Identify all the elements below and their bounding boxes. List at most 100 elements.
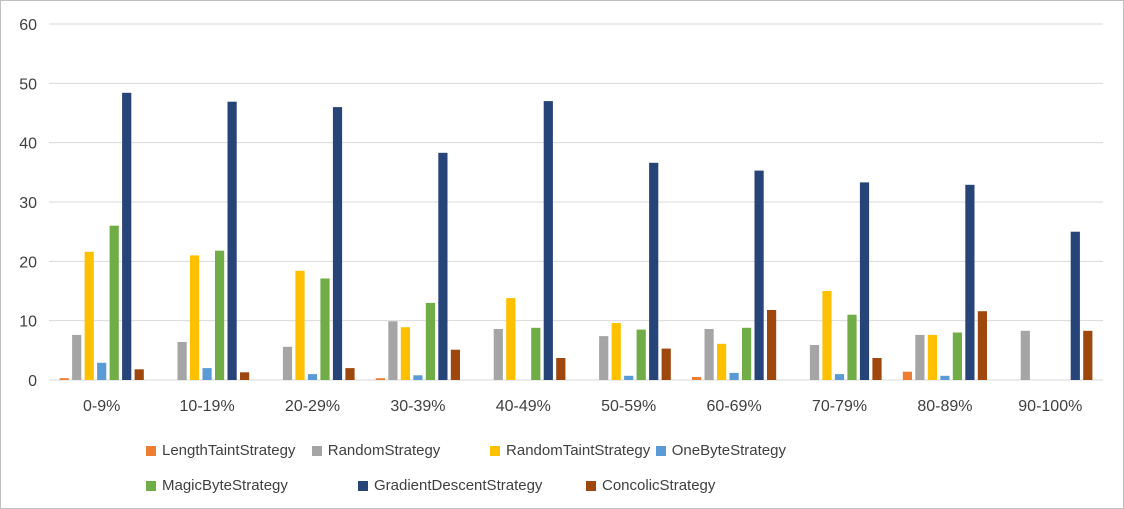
bar [307,374,318,380]
legend-item-magic-byte: MagicByteStrategy [146,477,358,494]
x-tick-label: 20-29% [285,398,340,415]
bar [767,310,777,380]
y-tick-label: 50 [19,76,37,93]
legend-swatch [146,480,156,491]
legend-item-random-taint: RandomTaintStrategy [490,442,656,459]
y-tick-label: 0 [28,373,37,390]
y-tick-label: 10 [19,314,37,331]
y-tick-label: 20 [19,254,37,271]
bar [872,358,882,380]
x-tick-label: 50-59% [601,398,656,415]
bar [450,349,460,380]
bar [202,368,212,380]
y-tick-label: 30 [19,195,37,212]
bar [506,298,516,380]
x-tick-label: 70-79% [812,398,867,415]
legend-row-1: LengthTaintStrategy RandomStrategy Rando… [146,433,786,468]
x-axis-tick-labels: 0-9% 10-19% 20-29% 30-39% 40-49% 50-59% 60-69%… [83,398,1082,415]
bar [847,314,857,380]
bar [636,329,646,380]
bar [59,378,69,380]
legend-swatch [358,480,368,491]
legend-label: RandomStrategy [327,442,441,459]
bar [375,378,385,380]
x-tick-label: 80-89% [917,398,972,415]
bar [822,291,832,380]
bar [388,321,398,380]
bar [902,371,912,380]
legend-label: OneByteStrategy [671,442,786,459]
x-tick-label: 60-69% [707,398,762,415]
bar [1083,330,1093,380]
bar [1070,231,1080,380]
bar [717,343,727,380]
bar-chart: 0 10 20 30 40 50 60 0-9% 10-19% 20-29% 30-39% 40-4… [19,17,1103,415]
legend-swatch [146,445,156,456]
bar [940,375,950,380]
x-tick-label: 30-39% [390,398,445,415]
bar [177,342,187,380]
x-tick-label: 10-19% [180,398,235,415]
bar [834,374,845,380]
legend-label: ConcolicStrategy [602,477,716,494]
bar [661,348,671,380]
bar [977,311,987,380]
bar [729,372,739,380]
bar [84,251,94,380]
bar [915,334,925,380]
bar [122,92,132,381]
legend-item-length-taint: LengthTaintStrategy [146,442,312,459]
x-tick-label: 40-49% [496,398,551,415]
bar [295,270,305,380]
bar [704,329,714,380]
bar [692,377,702,380]
bar [1020,330,1030,380]
x-tick-label: 90-100% [1018,398,1082,415]
bar [649,162,659,380]
y-tick-label: 60 [19,17,37,34]
bar [809,345,820,380]
bar [134,369,144,380]
bar [190,255,200,380]
legend-swatch [586,480,596,491]
bar [320,278,330,380]
bar [543,101,553,380]
bar [531,327,541,380]
bar [413,375,423,380]
legend-row-2: MagicByteStrategy GradientDescentStrateg… [146,468,786,503]
legend: LengthTaintStrategy RandomStrategy Rando… [146,433,786,503]
bar [425,302,435,380]
y-tick-label: 40 [19,136,37,153]
bar [556,358,566,380]
bar [438,152,448,380]
bar [952,332,962,380]
legend-label: GradientDescentStrategy [374,477,543,494]
legend-label: RandomTaintStrategy [506,442,651,459]
bar [927,334,937,380]
bar [109,225,119,380]
bar [611,323,621,380]
bar [599,336,609,380]
bars [59,92,1093,381]
bar [215,250,225,380]
bar [227,101,237,380]
legend-item-gradient-descent: GradientDescentStrategy [358,477,586,494]
legend-label: MagicByteStrategy [162,477,288,494]
legend-swatch [311,445,322,456]
bar [72,334,82,380]
bar [345,368,355,380]
bar [742,327,752,380]
bar [754,170,764,380]
legend-swatch [490,445,501,456]
bar [400,327,410,380]
bar [240,372,250,380]
bar [965,184,975,380]
legend-item-concolic: ConcolicStrategy [586,477,715,494]
x-tick-label: 0-9% [83,398,120,415]
legend-item-one-byte: OneByteStrategy [655,442,786,459]
legend-item-random: RandomStrategy [311,442,490,459]
bar [859,182,870,380]
gridlines [49,23,1103,381]
bar [332,107,343,380]
